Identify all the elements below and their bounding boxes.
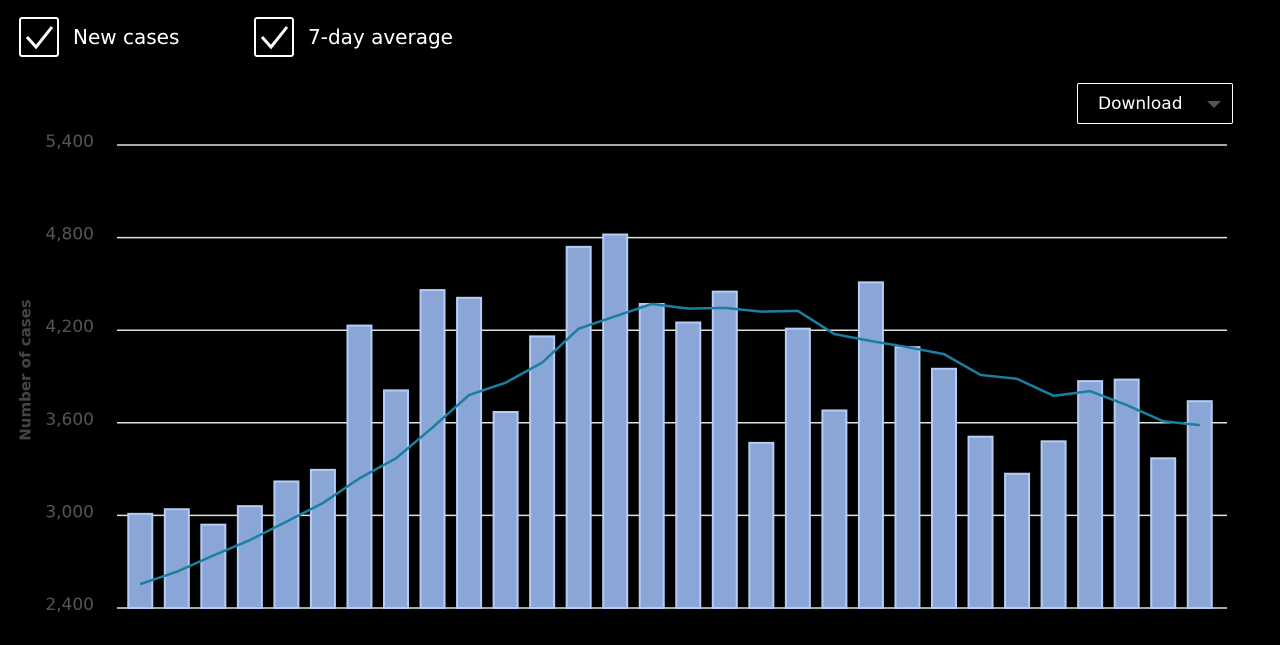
bar xyxy=(127,512,154,610)
button-label: Download xyxy=(1098,93,1183,114)
bar xyxy=(565,245,592,610)
bar xyxy=(200,523,227,609)
bar xyxy=(675,321,702,609)
bar xyxy=(857,281,884,609)
bar xyxy=(529,335,556,609)
bar xyxy=(967,435,994,609)
bar xyxy=(821,409,848,609)
bar xyxy=(748,441,775,610)
bar xyxy=(346,324,373,609)
legend-label: 7-day average xyxy=(308,25,453,49)
legend-item[interactable]: New cases xyxy=(19,17,179,57)
bar xyxy=(383,389,409,610)
dropdown-arrow xyxy=(1207,101,1221,108)
bar xyxy=(456,296,483,609)
bar xyxy=(163,508,190,609)
bar xyxy=(1077,380,1104,609)
bar xyxy=(931,367,957,609)
checkbox[interactable] xyxy=(19,17,59,57)
checkbox[interactable] xyxy=(254,17,294,57)
y-tick-label: 4,800 xyxy=(45,225,94,245)
legend-item[interactable]: 7-day average xyxy=(254,17,453,57)
download-button[interactable]: Download xyxy=(1077,83,1233,124)
y-tick-label: 2,400 xyxy=(45,595,94,615)
bar xyxy=(1113,378,1140,609)
bar xyxy=(236,505,263,610)
bar xyxy=(711,290,738,609)
y-tick-label: 3,000 xyxy=(45,502,94,522)
y-tick-label: 4,200 xyxy=(45,317,94,337)
legend-label: New cases xyxy=(73,25,180,49)
bar xyxy=(273,480,300,609)
bar xyxy=(638,302,665,609)
bar xyxy=(492,410,519,609)
bar xyxy=(1186,400,1213,609)
check-icon xyxy=(260,26,289,50)
y-tick-label: 3,600 xyxy=(45,410,94,430)
bar xyxy=(1150,457,1177,609)
bar xyxy=(419,289,446,609)
bar xyxy=(784,327,811,609)
bar xyxy=(894,346,921,609)
average-line xyxy=(139,302,1200,586)
bar xyxy=(1040,440,1067,609)
y-axis-label: Number of cases xyxy=(17,299,35,441)
bar xyxy=(309,468,336,609)
bar xyxy=(602,233,629,609)
y-tick-label: 5,400 xyxy=(45,132,94,152)
bar xyxy=(1004,472,1031,610)
check-icon xyxy=(25,26,54,50)
